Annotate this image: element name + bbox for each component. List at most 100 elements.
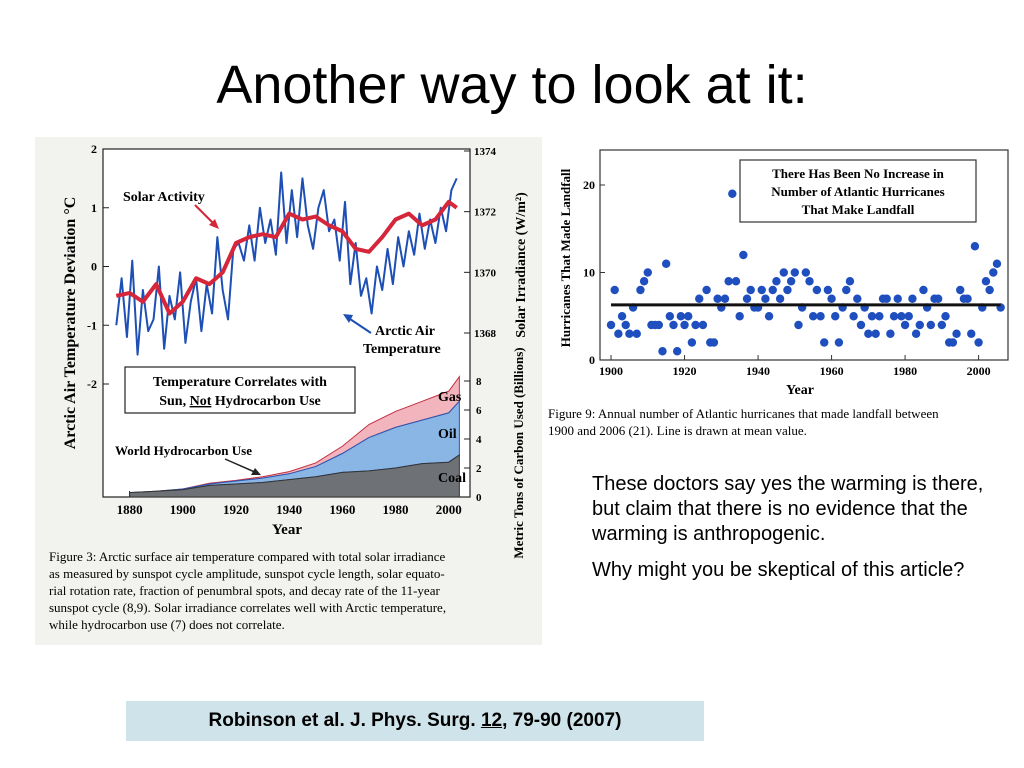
x-tick-label: 1940 [276,502,302,517]
body-paragraph: Why might you be skeptical of this artic… [592,559,965,581]
hurricane-point [680,320,689,330]
y-right2-tick-label: 8 [476,376,482,388]
hurricane-point [672,347,682,356]
x-tick-label: 1980 [893,364,917,378]
y-right-tick-label: 1370 [474,267,497,279]
arctic-label-line1: Arctic Air [375,324,435,339]
hurricane-point [775,294,785,303]
x-tick-label: 1920 [223,502,249,517]
citation-prefix: Robinson et al. J. Phys. Surg. [208,710,481,731]
hurricane-point [786,277,796,286]
y-tick-label: 10 [583,266,595,280]
hurricane-point [992,259,1002,268]
hurricane-chart: 1900 1920 1940 1960 1980 2000 0 10 20 Hurricanes… [548,149,1009,438]
hurricane-point [849,312,858,321]
arctic-temperature-chart: 1880 1900 1920 1940 1960 1980 2000 2 1 0 -1 -2 1374 1… [49,142,529,632]
hurricane-point [882,294,891,303]
figure3-caption: Figure 3: Arctic surface air temperature… [49,549,446,632]
x-tick-label: 1960 [329,502,355,517]
hurricane-point [926,320,936,330]
x-axis-label: Year [786,383,814,398]
figure9-caption-line: Figure 9: Annual number of Atlantic hurr… [548,406,939,421]
figure9-caption-line: 1900 and 2006 (21). Line is drawn at mea… [548,423,807,438]
hydrocarbon-label: World Hydrocarbon Use [115,443,252,458]
hurricane-point [661,259,671,268]
correlation-box-line1: Temperature Correlates with [153,375,327,390]
slide-body: These doctors say yes the warming is the… [592,472,992,594]
hurricane-point [856,320,866,330]
hurricane-point [801,268,811,277]
y-left-tick-label: 0 [91,260,97,274]
hurricane-point [728,189,737,198]
y-right-axis-label: Solar Irradiance (W/m²) [514,192,529,338]
hurricane-point [790,268,800,277]
x-tick-label: 1960 [820,364,844,378]
hurricane-point [956,285,965,295]
hurricane-point [948,338,958,347]
hurricane-point [941,312,950,321]
hurricane-point [713,294,722,303]
x-tick-label: 1940 [746,364,770,378]
y-right-tick-label: 1368 [474,328,497,340]
hurricane-point [831,312,840,321]
hurricane-point [614,329,623,338]
hurricane-point [967,329,976,338]
hurricane-point [911,329,921,338]
citation-box: Robinson et al. J. Phys. Surg. 12, 79-90… [126,701,704,741]
hurricane-point [900,320,910,330]
hurricane-point [665,312,675,321]
hurricane-point [845,277,855,286]
hurricane-point [617,312,627,321]
box-line: There Has Been No Increase in [772,166,945,181]
hurricane-point [820,338,829,347]
solar-activity-label: Solar Activity [123,190,205,205]
hurricane-point [867,312,877,321]
y-left-tick-label: -2 [87,377,97,391]
hurricane-point [757,285,766,295]
hurricane-point [816,312,825,321]
hurricane-point [871,329,880,338]
y-axis-label: Hurricanes That Made Landfall [558,168,573,347]
y-right2-tick-label: 6 [476,405,482,417]
area-label-gas: Gas [438,390,462,405]
figure-arctic-temperature: 1880 1900 1920 1940 1960 1980 2000 2 1 0 -1 -2 1374 1… [35,137,542,645]
hurricane-point [952,329,961,338]
hurricane-point [827,294,836,303]
hurricane-point [963,294,972,303]
hurricane-point [772,277,781,286]
hurricane-point [698,320,708,330]
caption-line: rial rotation rate, fraction of penumbra… [49,583,440,598]
hurricane-point [919,285,928,295]
hurricane-point [812,285,822,295]
correlation-box [124,366,356,414]
hurricane-point [764,312,774,321]
x-tick-label: 1900 [170,502,196,517]
hurricane-point [684,312,693,321]
body-paragraph: These doctors say yes the warming is the… [592,473,984,545]
area-label-coal: Coal [438,471,466,486]
hurricane-point [842,285,851,295]
x-axis-label: Year [272,522,302,538]
hurricane-point [658,347,667,356]
area-label-oil: Oil [438,427,457,442]
arctic-arrow [346,316,372,334]
hurricane-point [805,277,814,286]
hurricane-point [985,285,994,295]
hurricane-point [908,294,917,303]
solar-arrow [194,204,216,226]
figure-hurricanes: 1900 1920 1940 1960 1980 2000 0 10 20 Hurricanes… [548,140,1018,440]
hurricane-point [893,294,902,303]
y-right2-axis-label: Metric Tons of Carbon Used (Billions) [511,347,526,558]
hurricane-point [742,294,752,303]
citation-suffix: , 79-90 (2007) [502,710,622,731]
caption-line: while hydrocarbon use (7) does not corre… [49,617,285,632]
box-line: Number of Atlantic Hurricanes [771,184,944,199]
x-tick-label: 1900 [599,364,623,378]
x-tick-label: 2000 [967,364,991,378]
hurricane-point [654,320,664,330]
y-right2-tick-label: 2 [476,463,482,475]
caption-line: Figure 3: Arctic surface air temperature… [49,549,446,564]
hurricane-point [768,285,777,295]
y-right-tick-label: 1374 [474,146,497,158]
hurricane-point [989,268,998,277]
